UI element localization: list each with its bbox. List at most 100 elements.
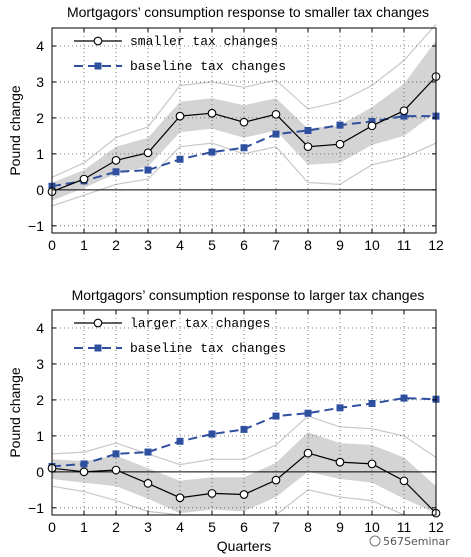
y-tick-label: 0 [36,182,44,198]
x-tick-label: 7 [272,237,280,253]
data-point-main [303,448,313,458]
x-tick-label: 1 [80,237,88,253]
x-tick-label: 4 [176,237,184,253]
x-tick-label: 8 [304,519,312,535]
data-point-main [367,121,377,131]
data-point-main [111,465,121,475]
y-tick-label: 1 [36,428,44,444]
x-axis-label: Quarters [217,538,271,554]
x-tick-label: 0 [48,519,56,535]
data-point-baseline [176,437,184,445]
y-tick-label: 1 [36,146,44,162]
x-tick-label: 3 [144,519,152,535]
data-point-main [239,117,249,127]
data-point-baseline [272,412,280,420]
data-point-main [143,148,153,158]
legend-marker-main [93,318,103,328]
data-point-main [207,489,217,498]
y-tick-label: 4 [36,38,44,54]
data-point-main [399,476,409,486]
watermark-text: 567Seminar [383,535,450,548]
legend-label-main: smaller tax changes [130,34,278,49]
data-point-baseline [112,168,120,176]
y-tick-label: −1 [28,500,44,516]
data-point-baseline [336,121,344,129]
legend-marker-baseline [94,62,102,70]
x-tick-label: 6 [240,519,248,535]
data-point-main [239,490,249,499]
x-tick-label: 6 [240,237,248,253]
data-point-baseline [304,127,312,134]
x-tick-label: 3 [144,237,152,253]
y-tick-label: 3 [36,74,44,90]
y-tick-label: −1 [28,218,44,234]
y-tick-label: 4 [36,320,44,336]
x-tick-label: 9 [336,519,344,535]
data-point-main [175,493,185,503]
data-point-baseline [272,130,280,138]
data-point-baseline [144,166,152,174]
x-tick-label: 11 [397,519,412,535]
data-point-baseline [208,430,216,438]
data-point-main [335,139,345,149]
y-axis-label: Pound change [7,85,23,176]
x-tick-label: 10 [364,519,380,535]
data-point-baseline [80,460,88,468]
x-tick-label: 9 [336,237,344,253]
data-point-baseline [112,450,120,458]
y-tick-label: 0 [36,464,44,480]
data-point-main [271,109,281,119]
x-tick-label: 0 [48,237,56,253]
x-tick-label: 7 [272,519,280,535]
data-point-baseline [400,112,408,120]
watermark-icon [369,535,381,547]
data-point-main [367,459,377,469]
chart-title: Mortgagors’ consumption response to larg… [72,287,425,303]
y-tick-label: 2 [36,392,44,408]
data-point-baseline [304,409,312,417]
x-tick-label: 4 [176,519,184,535]
legend-marker-baseline [94,344,102,352]
confidence-band [52,432,436,514]
x-tick-label: 2 [112,237,120,253]
watermark: 567Seminar [369,535,450,548]
data-point-baseline [240,425,248,433]
chart-title: Mortgagors’ consumption response to smal… [67,4,429,20]
x-tick-label: 11 [397,237,412,253]
data-point-baseline [176,155,184,163]
legend-label-baseline: baseline tax changes [130,341,286,356]
data-point-main [175,111,185,121]
data-point-main [79,174,89,184]
legend-label-main: larger tax changes [130,316,270,331]
x-tick-label: 12 [428,237,444,253]
outer-interval-upper [51,415,437,466]
data-point-baseline [240,144,248,152]
legend-marker-main [93,36,103,46]
data-point-baseline [368,400,376,408]
data-point-baseline [208,148,216,156]
x-tick-label: 5 [208,237,216,253]
x-tick-label: 12 [428,519,444,535]
y-tick-label: 3 [36,356,44,372]
data-point-main [111,156,121,165]
y-tick-label: 2 [36,110,44,126]
data-point-baseline [144,448,152,456]
data-point-main [335,457,345,467]
data-point-main [79,467,89,477]
outer-interval-upper [51,24,437,178]
y-axis-label: Pound change [7,367,23,458]
data-point-main [303,142,313,152]
data-point-main [207,108,217,118]
data-point-baseline [336,404,344,412]
data-point-main [143,479,153,488]
x-tick-label: 2 [112,519,120,535]
data-point-main [271,475,281,485]
x-tick-label: 5 [208,519,216,535]
x-tick-label: 10 [364,237,380,253]
data-point-main [399,106,409,116]
x-tick-label: 8 [304,237,312,253]
legend-label-baseline: baseline tax changes [130,59,286,74]
